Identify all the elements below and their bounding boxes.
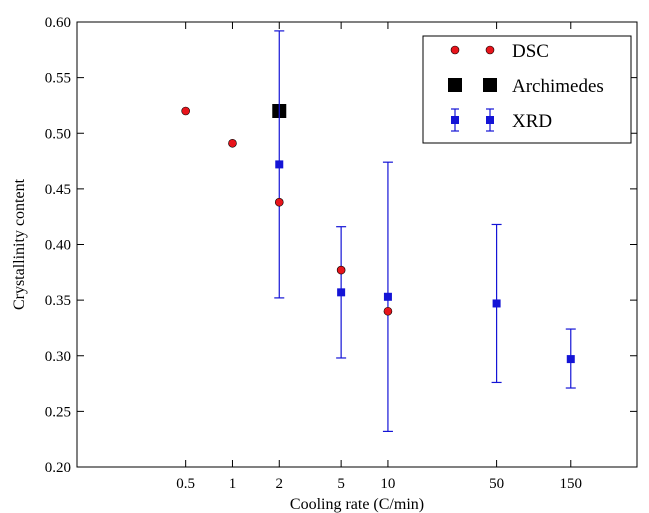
- legend-marker: [485, 45, 495, 55]
- y-tick-label: 0.20: [45, 460, 71, 476]
- x-tick-label: 50: [489, 476, 504, 492]
- y-tick-label: 0.55: [45, 71, 71, 87]
- series-dsc: [181, 106, 393, 316]
- y-tick-label: 0.40: [45, 238, 71, 254]
- x-tick-label: 150: [560, 476, 583, 492]
- y-axis-label: Crystallinity content: [11, 178, 28, 310]
- y-tick-label: 0.45: [45, 182, 71, 198]
- legend-label: DSC: [512, 41, 549, 62]
- y-tick-label: 0.60: [45, 15, 71, 31]
- plot-frame: [76, 21, 638, 468]
- legend-marker: [450, 45, 460, 55]
- data-point: [228, 138, 237, 148]
- series-xrd: [274, 30, 576, 432]
- y-tick-label: 0.50: [45, 126, 71, 142]
- legend-marker: [451, 116, 459, 124]
- data-series: [181, 30, 576, 432]
- x-tick-label: 0.5: [176, 476, 195, 492]
- x-tick-label: 2: [276, 476, 284, 492]
- legend-label: XRD: [512, 111, 552, 132]
- x-tick-label: 10: [380, 476, 395, 492]
- x-axis-ticks: 0.5 1 2 5 10 50 150: [176, 22, 582, 492]
- data-point: [566, 355, 575, 364]
- y-tick-label: 0.35: [45, 293, 71, 309]
- y-tick-label: 0.30: [45, 349, 71, 365]
- data-point: [275, 160, 284, 169]
- legend-marker: [486, 116, 494, 124]
- data-point: [492, 299, 501, 308]
- legend-label: Archimedes: [512, 76, 604, 97]
- data-point: [383, 292, 392, 301]
- legend-marker: [483, 78, 497, 92]
- data-point: [336, 265, 346, 275]
- data-point: [181, 106, 190, 116]
- x-axis-label: Cooling rate (C/min): [290, 496, 424, 513]
- legend-marker: [448, 78, 462, 92]
- x-tick-label: 5: [337, 476, 345, 492]
- x-tick-label: 1: [229, 476, 237, 492]
- data-point: [274, 197, 284, 207]
- y-tick-label: 0.25: [45, 404, 71, 420]
- legend: DSC Archimedes XRD: [422, 35, 632, 144]
- data-point: [383, 306, 393, 316]
- data-point: [337, 288, 346, 297]
